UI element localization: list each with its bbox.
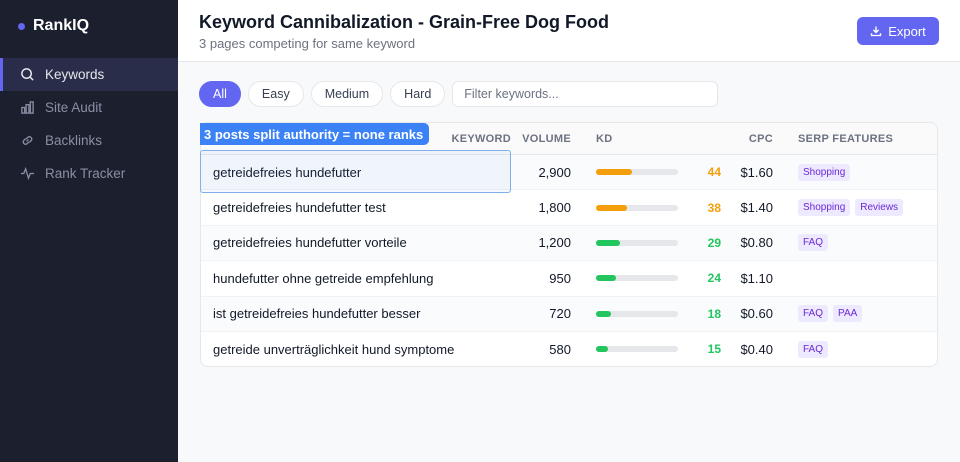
keyword-cell: getreidefreies hundefutter (213, 164, 362, 180)
activity-icon (20, 166, 35, 181)
serp-features-cell: Shopping Reviews (773, 199, 904, 217)
page-header: Keyword Cannibalization - Grain-Free Dog… (178, 0, 960, 62)
kd-cell: 15 (571, 342, 721, 356)
keyword-cell: ist getreidefreies hundefutter besser (213, 306, 421, 322)
cpc-cell: $0.80 (740, 235, 773, 251)
filter-chip-medium[interactable]: Medium (310, 81, 384, 107)
serp-features-cell: FAQ (773, 234, 829, 252)
kd-cell: 24 (571, 271, 721, 285)
kd-value: 44 (707, 165, 721, 180)
keywords-table: KEYWORD VOLUME KD CPC SERP FEATURES getr… (200, 122, 938, 367)
link-icon (22, 136, 33, 145)
table-row[interactable]: hundefutter ohne getreide empfehlung 950… (201, 261, 937, 297)
kd-value: 29 (707, 235, 721, 250)
serp-features-cell: FAQ (773, 340, 829, 358)
column-header-cpc[interactable]: CPC (748, 132, 773, 145)
serp-feature-badge: FAQ (798, 340, 829, 358)
cpc-cell: $1.60 (740, 164, 773, 180)
table-row[interactable]: getreidefreies hundefutter 2,900 44 $1.6… (201, 155, 937, 191)
serp-feature-badge: Reviews (855, 199, 904, 217)
keyword-cell: getreidefreies hundefutter vorteile (213, 235, 407, 251)
page-title: Keyword Cannibalization - Grain-Free Dog… (199, 12, 610, 32)
cpc-cell: $0.40 (740, 341, 773, 357)
serp-features-cell: Shopping (773, 163, 851, 181)
annotation-label: 3 posts split authority = none ranks (200, 123, 430, 145)
kd-bar (596, 310, 678, 317)
cpc-cell: $0.60 (740, 306, 773, 322)
keyword-cell: getreidefreies hundefutter test (213, 200, 386, 216)
table-row[interactable]: getreidefreies hundefutter vorteile 1,20… (201, 225, 937, 262)
kd-cell: 29 (571, 236, 721, 250)
volume-cell: 2,900 (538, 164, 571, 180)
search-icon (21, 68, 34, 81)
sidebar-item-backlinks[interactable]: Backlinks (0, 124, 178, 157)
app-name: RankIQ (33, 17, 90, 34)
sidebar: RankIQ Keywords Site Audit Backlinks Ran… (0, 0, 178, 462)
kd-bar-fill (596, 275, 616, 282)
export-button[interactable]: Export (857, 17, 939, 45)
bar-chart-icon (21, 101, 34, 114)
column-header-kd[interactable]: KD (596, 132, 613, 145)
kd-bar-fill (596, 346, 609, 353)
kd-bar-fill (596, 204, 628, 211)
volume-cell: 1,800 (538, 200, 571, 216)
volume-cell: 580 (549, 341, 571, 357)
kd-value: 24 (707, 271, 721, 286)
serp-feature-badge: Shopping (798, 163, 851, 181)
kd-bar-fill (596, 310, 611, 317)
serp-feature-badge: FAQ (798, 234, 829, 252)
kd-bar (596, 169, 678, 176)
kd-cell: 44 (571, 165, 721, 179)
column-header-serp-features[interactable]: SERP FEATURES (798, 132, 894, 145)
kd-bar (596, 275, 678, 282)
page-subtitle: 3 pages competing for same keyword (199, 36, 416, 51)
table-row[interactable]: getreide unverträglichkeit hund symptome… (201, 332, 937, 366)
filter-chip-all[interactable]: All (199, 81, 241, 107)
sidebar-nav: Keywords Site Audit Backlinks Rank Track… (0, 58, 178, 190)
column-header-keyword[interactable]: KEYWORD (451, 132, 511, 145)
logo: RankIQ (18, 17, 89, 35)
export-label: Export (888, 23, 926, 39)
cpc-cell: $1.10 (740, 270, 773, 286)
kd-bar (596, 204, 678, 211)
logo-dot-icon (18, 22, 25, 30)
serp-feature-badge: Shopping (798, 199, 851, 217)
sidebar-item-label: Keywords (45, 67, 105, 82)
cpc-cell: $1.40 (740, 200, 773, 216)
serp-features-cell: FAQ PAA (773, 305, 863, 323)
cannibalization-highlight (200, 150, 511, 193)
table-row[interactable]: ist getreidefreies hundefutter besser 72… (201, 296, 937, 332)
filter-keywords-input[interactable] (452, 81, 719, 107)
sidebar-item-site-audit[interactable]: Site Audit (0, 91, 178, 124)
filter-bar: All Easy Medium Hard (199, 81, 719, 107)
sidebar-item-label: Site Audit (45, 100, 103, 115)
serp-feature-badge: PAA (833, 305, 863, 323)
kd-value: 38 (707, 200, 721, 215)
column-header-volume[interactable]: VOLUME (522, 132, 571, 145)
kd-bar (596, 346, 678, 353)
kd-bar-fill (596, 239, 620, 246)
download-icon (871, 26, 882, 37)
kd-cell: 18 (571, 307, 721, 321)
kd-cell: 38 (571, 201, 721, 215)
kd-value: 18 (707, 306, 721, 321)
serp-feature-badge: FAQ (798, 305, 829, 323)
keyword-cell: getreide unverträglichkeit hund symptome (213, 341, 455, 357)
keyword-cell: hundefutter ohne getreide empfehlung (213, 270, 434, 286)
sidebar-item-label: Rank Tracker (45, 166, 126, 181)
volume-cell: 1,200 (538, 235, 571, 251)
sidebar-item-rank-tracker[interactable]: Rank Tracker (0, 157, 178, 190)
filter-chip-easy[interactable]: Easy (247, 81, 304, 107)
volume-cell: 950 (549, 270, 571, 286)
kd-bar (596, 239, 678, 246)
table-row[interactable]: getreidefreies hundefutter test 1,800 38… (201, 190, 937, 226)
volume-cell: 720 (549, 306, 571, 322)
filter-chip-hard[interactable]: Hard (390, 81, 446, 107)
sidebar-item-label: Backlinks (45, 133, 103, 148)
sidebar-item-keywords[interactable]: Keywords (0, 58, 178, 91)
table-body: getreidefreies hundefutter 2,900 44 $1.6… (201, 155, 937, 366)
kd-value: 15 (707, 342, 721, 357)
kd-bar-fill (596, 169, 633, 176)
